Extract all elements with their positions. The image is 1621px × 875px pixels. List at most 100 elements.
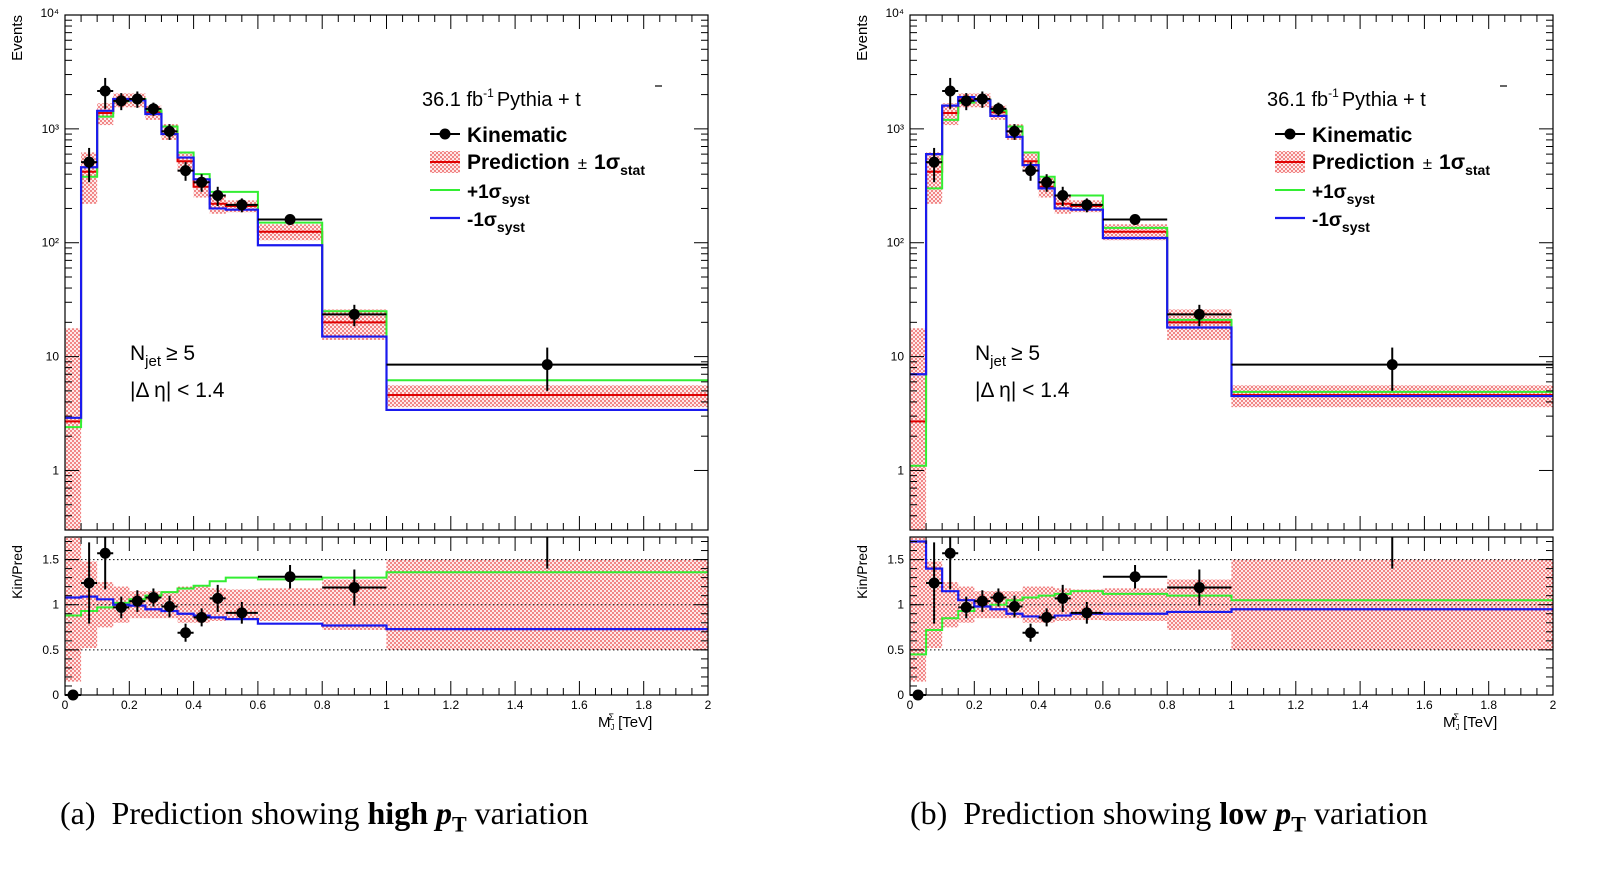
- minus-syst-line: [910, 96, 1553, 398]
- y-tick-label: 10³: [887, 122, 904, 136]
- top-frame: [64, 14, 709, 531]
- ratio-point: [1041, 611, 1053, 623]
- minus-syst-line: [65, 97, 708, 419]
- plus-syst-line: [65, 97, 708, 429]
- legend-plus-syst: syst: [1347, 191, 1375, 207]
- x-tick-label: 0.6: [1095, 698, 1112, 712]
- y-tick-label: 10: [891, 350, 905, 364]
- legend-pm: ±: [1423, 154, 1432, 173]
- y-tick-label: 10²: [887, 236, 904, 250]
- x-tick-label: 1.2: [442, 698, 459, 712]
- kinematic-point: [1008, 125, 1020, 137]
- x-axis-sup: Σ: [609, 712, 615, 722]
- x-tick-label: 0: [62, 698, 69, 712]
- legend: 36.1 fb-1 Pythia + t Kinematic Prediction ±1…: [422, 85, 662, 235]
- ratio-point: [83, 577, 95, 589]
- x-axis-label: MJΣ [TeV]: [1443, 712, 1497, 732]
- ratio-y-tick-label: 0: [897, 688, 904, 702]
- ratio-band: [1231, 559, 1553, 650]
- ratio-point: [1129, 571, 1141, 583]
- ratio-point: [1008, 601, 1020, 613]
- x-axis-sub: J: [1456, 723, 1460, 732]
- y-tick-label: 10²: [42, 236, 59, 250]
- ratio-y-tick-label: 0.5: [42, 643, 59, 657]
- ratio-band: [65, 537, 82, 682]
- x-tick-label: 0.2: [966, 698, 983, 712]
- ratio-minus-line: [910, 540, 1553, 619]
- lumi-label: 36.1 fb-1 Pythia + t: [1267, 86, 1426, 111]
- y-tick-label: 10: [46, 350, 60, 364]
- legend-stat: stat: [1465, 162, 1490, 178]
- y-axis-label-bottom: Kin/Pred: [9, 545, 25, 599]
- kinematic-point: [180, 165, 192, 177]
- lumi-rest: Pythia + t: [1342, 89, 1426, 111]
- x-axis-label: MJΣ [TeV]: [598, 712, 652, 732]
- kinematic-point: [236, 199, 248, 211]
- x-tick-label: 2: [705, 698, 712, 712]
- ratio-point: [1081, 607, 1093, 619]
- ratio-point: [115, 601, 127, 613]
- kinematic-point: [348, 308, 360, 320]
- legend-kinematic: Kinematic: [467, 124, 568, 147]
- ratio-point: [1025, 627, 1037, 639]
- kinematic-point: [1081, 199, 1093, 211]
- x-tick-label: 1.8: [635, 698, 652, 712]
- panel-a: 1 10 10² 10³ 10⁴ Events 36.1 fb-1 Pythia + t Kin…: [0, 0, 780, 875]
- kinematic-point: [212, 189, 224, 201]
- njet-sub: jet: [989, 353, 1007, 370]
- kinematic-point: [992, 103, 1004, 115]
- legend-plus: +1σsyst: [1312, 182, 1375, 207]
- njet-label: Njet ≥ 5: [975, 342, 1040, 370]
- ratio-point: [236, 607, 248, 619]
- y-tick-label: 10⁴: [40, 6, 59, 20]
- ratio-y-tick-label: 1.5: [42, 553, 59, 567]
- x-tick-label: 0.8: [314, 698, 331, 712]
- x-tick-label: 1: [383, 698, 390, 712]
- kinematic-point: [83, 156, 95, 168]
- njet-sub: jet: [144, 353, 162, 370]
- x-tick-label: 1: [1228, 698, 1235, 712]
- y-axis-label-bottom: Kin/Pred: [854, 545, 870, 599]
- kinematic-point: [131, 93, 143, 105]
- x-tick-label: 0.2: [121, 698, 138, 712]
- legend-prediction: Prediction ±1σstat: [467, 151, 645, 178]
- ratio-point: [99, 547, 111, 559]
- x-tick-label: 1.8: [1480, 698, 1497, 712]
- legend-pm: ±: [578, 154, 587, 173]
- kinematic-point: [99, 85, 111, 97]
- legend-prediction: Prediction ±1σstat: [1312, 151, 1490, 178]
- kinematic-point: [1025, 165, 1037, 177]
- legend-minus-syst: syst: [1342, 219, 1370, 235]
- x-tick-label: 1.4: [1352, 698, 1369, 712]
- kinematic-point: [284, 213, 296, 225]
- ratio-y-tick-label: 0: [52, 688, 59, 702]
- lumi-sup: -1: [483, 86, 494, 100]
- kinematic-point: [163, 125, 175, 137]
- njet-label: Njet ≥ 5: [130, 342, 195, 370]
- kinematic-point: [541, 359, 553, 371]
- legend-minus: -1σsyst: [1312, 210, 1370, 235]
- legend-plus: +1σsyst: [467, 182, 530, 207]
- legend-kin-marker: [1284, 128, 1296, 140]
- panel-b: 1 10 10² 10³ 10⁴ Events 36.1 fb-1 Pythia + t Kin…: [845, 0, 1621, 875]
- y-tick-label: 1: [897, 463, 904, 477]
- ratio-minus-line: [65, 595, 708, 631]
- plus-syst-line: [910, 98, 1553, 467]
- ratio-point: [944, 547, 956, 559]
- x-tick-label: 2: [1550, 698, 1557, 712]
- ratio-point: [196, 611, 208, 623]
- y-tick-label: 10³: [42, 122, 59, 136]
- ratio-y-tick-label: 1.5: [887, 553, 904, 567]
- x-tick-label: 1.6: [571, 698, 588, 712]
- kinematic-point: [1057, 189, 1069, 201]
- ratio-point: [147, 591, 159, 603]
- deta-label: |Δ η| < 1.4: [130, 379, 225, 402]
- x-tick-label: 0.4: [1030, 698, 1047, 712]
- ratio-y-tick-label: 0.5: [887, 643, 904, 657]
- ratio-point: [180, 627, 192, 639]
- ratio-y-tick-label: 1: [897, 598, 904, 612]
- lumi-rest: Pythia + t: [497, 89, 581, 111]
- ratio-point: [1057, 592, 1069, 604]
- x-axis-unit: [TeV]: [1463, 714, 1497, 731]
